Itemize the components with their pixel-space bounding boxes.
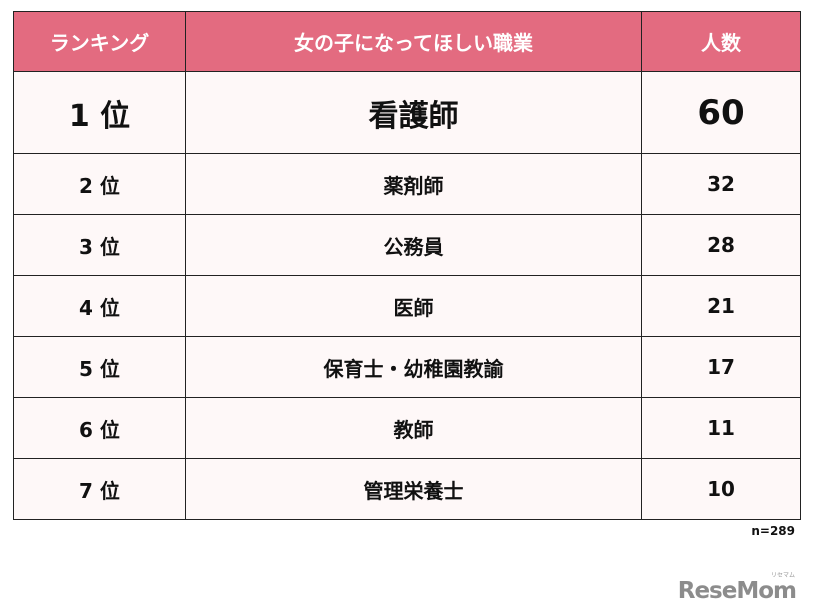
ranking-table: ランキング 女の子になってほしい職業 人数 1 位 看護師 60 2 位 薬剤師… bbox=[13, 11, 801, 520]
table-row: 5 位 保育士・幼稚園教諭 17 bbox=[13, 336, 801, 398]
table-header-row: ランキング 女の子になってほしい職業 人数 bbox=[13, 11, 801, 72]
job-cell: 看護師 bbox=[185, 71, 642, 154]
table-row: 2 位 薬剤師 32 bbox=[13, 153, 801, 215]
table-row: 7 位 管理栄養士 10 bbox=[13, 458, 801, 520]
header-rank: ランキング bbox=[13, 11, 186, 72]
job-cell: 管理栄養士 bbox=[185, 458, 642, 520]
count-cell: 32 bbox=[641, 153, 801, 215]
job-cell: 公務員 bbox=[185, 214, 642, 276]
job-cell: 教師 bbox=[185, 397, 642, 459]
rank-cell: 7 位 bbox=[13, 458, 186, 520]
rank-cell: 1 位 bbox=[13, 71, 186, 154]
rank-cell: 6 位 bbox=[13, 397, 186, 459]
job-cell: 保育士・幼稚園教諭 bbox=[185, 336, 642, 398]
header-count: 人数 bbox=[641, 11, 801, 72]
count-cell: 10 bbox=[641, 458, 801, 520]
job-cell: 医師 bbox=[185, 275, 642, 337]
rank-cell: 3 位 bbox=[13, 214, 186, 276]
count-cell: 17 bbox=[641, 336, 801, 398]
sample-size-note: n=289 bbox=[751, 524, 795, 538]
count-cell: 60 bbox=[641, 71, 801, 154]
resemom-logo: ReseMom bbox=[677, 578, 797, 604]
brand-tagline: リセマム bbox=[770, 572, 795, 579]
table-row: 1 位 看護師 60 bbox=[13, 71, 801, 154]
table-row: 6 位 教師 11 bbox=[13, 397, 801, 459]
rank-cell: 2 位 bbox=[13, 153, 186, 215]
table-row: 3 位 公務員 28 bbox=[13, 214, 801, 276]
job-cell: 薬剤師 bbox=[185, 153, 642, 215]
header-job: 女の子になってほしい職業 bbox=[185, 11, 642, 72]
rank-cell: 5 位 bbox=[13, 336, 186, 398]
count-cell: 11 bbox=[641, 397, 801, 459]
count-cell: 28 bbox=[641, 214, 801, 276]
count-cell: 21 bbox=[641, 275, 801, 337]
table-row: 4 位 医師 21 bbox=[13, 275, 801, 337]
rank-cell: 4 位 bbox=[13, 275, 186, 337]
